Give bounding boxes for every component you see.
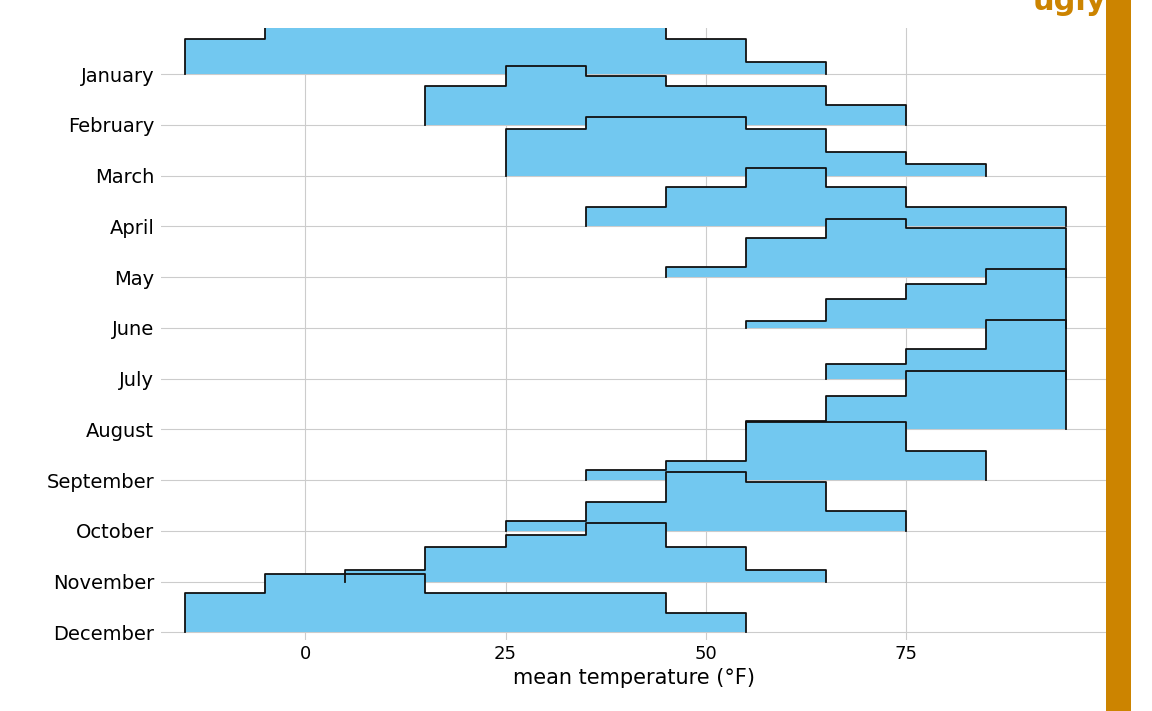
Bar [425,547,506,582]
Bar [185,594,265,632]
Bar [585,28,666,74]
Bar [905,451,986,480]
Bar [905,164,986,176]
Bar [666,461,745,480]
Bar [745,63,826,74]
Bar [826,188,905,226]
X-axis label: mean temperature (°F): mean temperature (°F) [513,668,755,688]
Text: ugly: ugly [1032,0,1106,16]
Bar [826,396,905,429]
Bar [905,228,986,277]
Bar [666,117,745,176]
Bar [666,613,745,632]
Bar [585,76,666,125]
Bar [666,267,745,277]
Bar [506,67,585,125]
Bar [506,129,585,176]
Bar [666,472,745,531]
Bar [346,570,425,582]
Bar [986,207,1066,226]
Bar [666,86,745,125]
Bar [826,299,905,328]
Bar [745,129,826,176]
Bar [585,207,666,226]
Bar [265,28,346,74]
Bar [826,511,905,531]
Bar [826,105,905,125]
Bar [826,422,905,480]
Bar [745,482,826,531]
Bar [826,219,905,277]
Bar [986,371,1066,429]
Bar [745,422,826,480]
Bar [905,371,986,429]
Bar [666,547,745,582]
Bar [265,574,346,632]
Bar [506,28,585,74]
Bar [585,594,666,632]
Bar [346,574,425,632]
Bar [745,238,826,277]
Bar [745,321,826,328]
Bar [745,421,826,429]
Bar [425,16,506,74]
Bar [346,16,425,74]
Bar [745,86,826,125]
Bar [425,594,506,632]
Bar [585,117,666,176]
Bar [585,502,666,531]
Bar [905,349,986,378]
Bar [585,523,666,582]
Bar [826,152,905,176]
Bar [905,207,986,226]
Bar [506,594,585,632]
Bar [826,364,905,378]
Bar [585,471,666,480]
Bar [666,39,745,74]
Bar [666,188,745,226]
Bar [986,320,1066,378]
Bar [425,86,506,125]
Bar [986,228,1066,277]
Bar [745,168,826,226]
Bar [986,269,1066,328]
Bar [506,521,585,531]
Bar [905,284,986,328]
Bar [745,570,826,582]
Bar [506,535,585,582]
Bar [185,39,265,74]
